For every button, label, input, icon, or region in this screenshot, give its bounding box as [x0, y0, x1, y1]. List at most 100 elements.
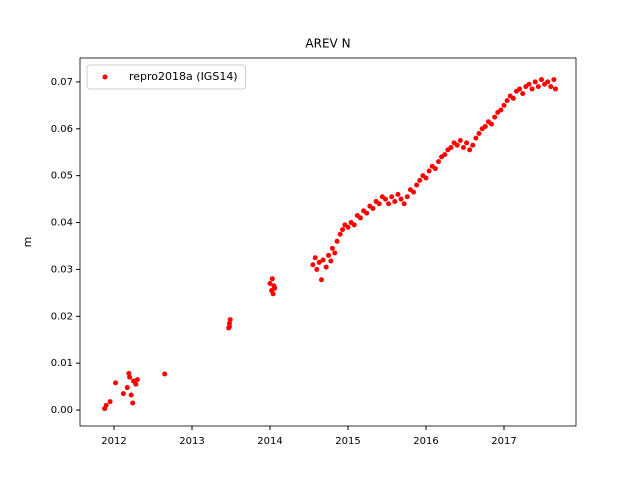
point [126, 370, 132, 376]
point [316, 259, 322, 265]
point [517, 86, 523, 92]
point [332, 250, 338, 256]
point [113, 380, 119, 386]
point [417, 177, 423, 183]
point [504, 98, 510, 104]
x-tick-label: 2015 [335, 436, 360, 447]
point [401, 201, 407, 207]
point [448, 145, 454, 151]
point [107, 399, 113, 405]
point [310, 262, 316, 268]
point [328, 258, 334, 264]
point [103, 402, 109, 408]
point [414, 182, 420, 188]
point [482, 123, 488, 129]
point [435, 159, 441, 165]
x-tick-label: 2012 [101, 436, 126, 447]
point [267, 280, 273, 286]
point [128, 392, 134, 398]
point [314, 266, 320, 272]
point [120, 391, 126, 397]
point [320, 257, 326, 263]
y-tick-label: 0.03 [51, 264, 73, 275]
point [124, 385, 130, 391]
point [548, 84, 554, 90]
point [329, 245, 335, 251]
point [467, 147, 473, 153]
point [473, 135, 479, 141]
point [382, 196, 388, 202]
point [389, 194, 395, 200]
y-tick-label: 0.04 [51, 218, 73, 229]
point [351, 222, 357, 228]
point [442, 152, 448, 158]
point [227, 317, 233, 323]
y-tick-label: 0.07 [51, 77, 73, 88]
plot-frame [79, 57, 577, 427]
point [535, 84, 541, 90]
point [510, 95, 516, 101]
y-tick-label: 0.06 [51, 124, 73, 135]
point [376, 201, 382, 207]
point [526, 81, 532, 87]
point [552, 86, 558, 92]
point [130, 400, 136, 406]
point [392, 198, 398, 204]
x-tick-label: 2014 [257, 436, 282, 447]
point [398, 196, 404, 202]
point [272, 285, 278, 291]
point [498, 107, 504, 113]
point [545, 79, 551, 85]
point [423, 175, 429, 181]
point [470, 142, 476, 148]
y-tick-label: 0.01 [51, 358, 73, 369]
x-tick-label: 2016 [413, 436, 438, 447]
point [386, 201, 392, 207]
legend-label: repro2018a (IGS14) [129, 70, 238, 83]
point [326, 252, 332, 258]
y-tick-label: 0.00 [51, 405, 73, 416]
y-tick-label: 0.02 [51, 311, 73, 322]
point [489, 121, 495, 127]
point [454, 142, 460, 148]
point [520, 91, 526, 97]
y-tick-label: 0.05 [51, 171, 73, 182]
point [357, 215, 363, 221]
point [529, 86, 535, 92]
legend: repro2018a (IGS14) [86, 64, 247, 90]
point [270, 291, 276, 297]
chart-title: AREV N [305, 37, 350, 51]
point [334, 238, 340, 244]
point [127, 374, 133, 380]
point [337, 231, 343, 237]
point [345, 224, 351, 230]
point [395, 191, 401, 197]
point [551, 77, 557, 83]
point [370, 205, 376, 211]
point [404, 194, 410, 200]
point [318, 277, 324, 283]
point [340, 227, 346, 233]
point [532, 79, 538, 85]
point [426, 168, 432, 174]
point [460, 145, 466, 151]
point [162, 371, 168, 377]
point [457, 138, 463, 144]
point [432, 166, 438, 172]
legend-box [86, 64, 247, 90]
legend-marker [102, 74, 108, 80]
point [501, 102, 507, 108]
point [492, 114, 498, 120]
point [312, 255, 318, 261]
x-tick-label: 2013 [179, 436, 204, 447]
point [476, 130, 482, 136]
point [133, 381, 139, 387]
point [538, 77, 544, 83]
y-axis-label: m [21, 237, 34, 248]
x-tick-label: 2017 [491, 436, 516, 447]
point [134, 377, 140, 383]
point [226, 324, 232, 330]
point [411, 189, 417, 195]
point [269, 276, 275, 282]
